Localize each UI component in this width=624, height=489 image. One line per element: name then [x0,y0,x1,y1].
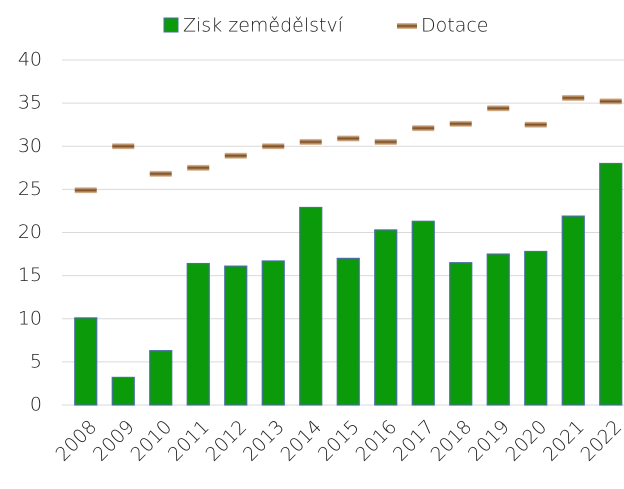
bar [411,220,435,406]
y-tick-label: 40 [18,49,42,71]
y-tick-label: 5 [30,350,42,372]
marker [524,121,547,128]
y-tick-label: 35 [18,92,42,114]
x-tick-label: 2009 [89,416,139,466]
y-tick-label: 15 [18,264,42,286]
bar [449,262,473,406]
x-tick-label: 2022 [576,416,624,466]
y-tick-label: 10 [18,307,42,329]
marker [112,143,135,150]
bar [224,265,248,406]
x-tick-label: 2021 [539,416,589,466]
x-tick-label: 2013 [239,416,289,466]
x-tick-label: 2017 [389,416,439,466]
marker [412,125,435,132]
x-tick-label: 2008 [51,416,101,466]
x-tick-label: 2012 [201,416,251,466]
legend-label: Zisk zemědělství [183,15,344,37]
marker [374,138,397,145]
x-tick-label: 2019 [464,416,514,466]
marker [74,187,97,194]
x-tick-label: 2010 [126,416,176,466]
y-tick-label: 0 [30,394,42,416]
bar [561,215,585,406]
bar [186,262,210,406]
marker [187,164,210,171]
bar [261,260,285,406]
legend-swatch [163,17,179,33]
bar [336,257,360,406]
marker [487,105,510,112]
bar [599,162,623,406]
y-tick-label: 30 [18,135,42,157]
x-tick-label: 2020 [501,416,551,466]
legend-swatch [397,23,417,29]
x-tick-label: 2014 [276,416,326,466]
legend-label: Dotace [421,15,488,37]
marker [337,135,360,142]
bar [299,206,323,406]
x-tick-label: 2016 [351,416,401,466]
marker [262,143,285,150]
bar [374,229,398,406]
marker [149,170,172,177]
y-tick-label: 25 [18,178,42,200]
bar [486,253,510,406]
marker [449,120,472,127]
bar [74,317,98,406]
x-tick-label: 2015 [314,416,364,466]
marker [562,94,585,101]
marker [599,98,622,105]
x-tick-label: 2011 [164,416,214,466]
bar [111,376,135,406]
marker [299,138,322,145]
y-tick-label: 20 [18,221,42,243]
bar [524,250,548,406]
bar [149,350,173,406]
x-tick-label: 2018 [426,416,476,466]
marker [224,152,247,159]
